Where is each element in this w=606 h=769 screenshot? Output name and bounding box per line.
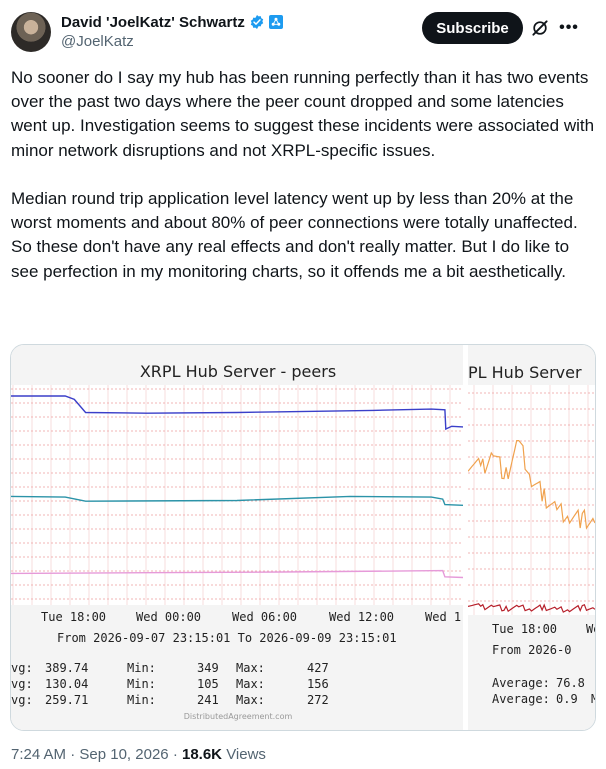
x-tick-label: Tue 18:00 bbox=[41, 610, 106, 624]
chart-title: PL Hub Server bbox=[468, 363, 582, 382]
views-count: 18.6K bbox=[181, 746, 223, 763]
series-line-1 bbox=[468, 439, 595, 530]
stats-cell: 0.9 bbox=[556, 692, 578, 706]
avatar[interactable] bbox=[11, 12, 51, 52]
x-tick-label: Wed 00:00 bbox=[136, 610, 201, 624]
x-tick-label: Wed 1 bbox=[425, 610, 461, 624]
chart-image-peers[interactable]: XRPL Hub Server - peers Tue 18:00 Wed 00:… bbox=[11, 345, 463, 730]
stats-cell: vg: bbox=[11, 693, 33, 707]
author-name[interactable]: David 'JoelKatz' Schwartz bbox=[61, 13, 245, 31]
date-range: From 2026-09-07 23:15:01 To 2026-09-09 2… bbox=[57, 631, 397, 645]
stats-cell: Max: bbox=[236, 677, 265, 691]
verified-badge-icon[interactable] bbox=[249, 14, 265, 30]
tweet-meta: 7:24 AM · Sep 10, 2026 · 18.6K Views bbox=[11, 746, 266, 763]
stats-cell: Min: bbox=[127, 693, 156, 707]
stats-cell: 105 bbox=[197, 677, 219, 691]
series-line-2 bbox=[11, 569, 463, 579]
author-name-row: David 'JoelKatz' Schwartz bbox=[61, 12, 283, 32]
x-tick-label: We bbox=[586, 622, 595, 636]
chart-series bbox=[11, 395, 463, 579]
subscribe-button[interactable]: Subscribe bbox=[422, 12, 523, 44]
stats-cell: 259.71 bbox=[45, 693, 88, 707]
more-options-icon[interactable]: ••• bbox=[559, 19, 579, 36]
media-gallery[interactable]: XRPL Hub Server - peers Tue 18:00 Wed 00:… bbox=[10, 344, 596, 731]
watermark: DistributedAgreement.com bbox=[184, 712, 293, 721]
stats-cell: 241 bbox=[197, 693, 219, 707]
chart-series bbox=[468, 439, 595, 613]
tweet-text: No sooner do I say my hub has been runni… bbox=[11, 68, 595, 281]
stats-legend: Average: 76.8 Average: 0.9 M bbox=[492, 676, 595, 706]
affiliate-badge-icon[interactable] bbox=[268, 15, 283, 29]
separator: · bbox=[172, 746, 182, 763]
stats-cell: Min: bbox=[127, 677, 156, 691]
grok-icon[interactable] bbox=[530, 18, 550, 38]
date-range: From 2026-0 bbox=[492, 643, 571, 657]
tweet-date[interactable]: Sep 10, 2026 bbox=[79, 746, 169, 763]
stats-cell: 389.74 bbox=[45, 661, 88, 675]
stats-cell: 272 bbox=[307, 693, 329, 707]
x-tick-label: Tue 18:00 bbox=[492, 622, 557, 636]
stats-cell: 76.8 bbox=[556, 676, 585, 690]
x-axis-ticks: Tue 18:00 We bbox=[492, 622, 595, 636]
tweet-time[interactable]: 7:24 AM bbox=[11, 746, 67, 763]
stats-cell: 156 bbox=[307, 677, 329, 691]
stats-cell: 349 bbox=[197, 661, 219, 675]
series-line-3 bbox=[11, 495, 463, 506]
author-handle[interactable]: @JoelKatz bbox=[61, 33, 134, 50]
x-axis-ticks: Tue 18:00 Wed 00:00 Wed 06:00 Wed 12:00 Wed … bbox=[41, 610, 461, 624]
latency-chart: PL Hub Server Tue 18:00 We From 2026-0 Av… bbox=[468, 345, 595, 730]
stats-cell: Average: bbox=[492, 676, 550, 690]
stats-legend: vg: 389.74 Min: 349 Max: 427 vg: 130.04 Min: 105 M… bbox=[11, 661, 329, 707]
views-label: Views bbox=[226, 746, 266, 763]
stats-cell: 427 bbox=[307, 661, 329, 675]
chart-title: XRPL Hub Server - peers bbox=[140, 362, 336, 381]
stats-cell: Max: bbox=[236, 693, 265, 707]
series-line-1 bbox=[11, 395, 463, 431]
chart-grid bbox=[11, 385, 463, 605]
stats-cell: vg: bbox=[11, 661, 33, 675]
stats-cell: 130.04 bbox=[45, 677, 88, 691]
chart-image-latency[interactable]: PL Hub Server Tue 18:00 We From 2026-0 Av… bbox=[468, 345, 595, 730]
x-tick-label: Wed 06:00 bbox=[232, 610, 297, 624]
x-tick-label: Wed 12:00 bbox=[329, 610, 394, 624]
peers-chart: XRPL Hub Server - peers Tue 18:00 Wed 00:… bbox=[11, 345, 463, 730]
separator: · bbox=[70, 746, 80, 763]
stats-cell: M bbox=[591, 692, 595, 706]
stats-cell: Average: bbox=[492, 692, 550, 706]
stats-cell: Min: bbox=[127, 661, 156, 675]
tweet-header: David 'JoelKatz' Schwartz @JoelKatz Subs… bbox=[0, 0, 606, 64]
stats-cell: vg: bbox=[11, 677, 33, 691]
series-line-2 bbox=[468, 603, 595, 613]
chart-grid bbox=[468, 385, 595, 615]
stats-cell: Max: bbox=[236, 661, 265, 675]
